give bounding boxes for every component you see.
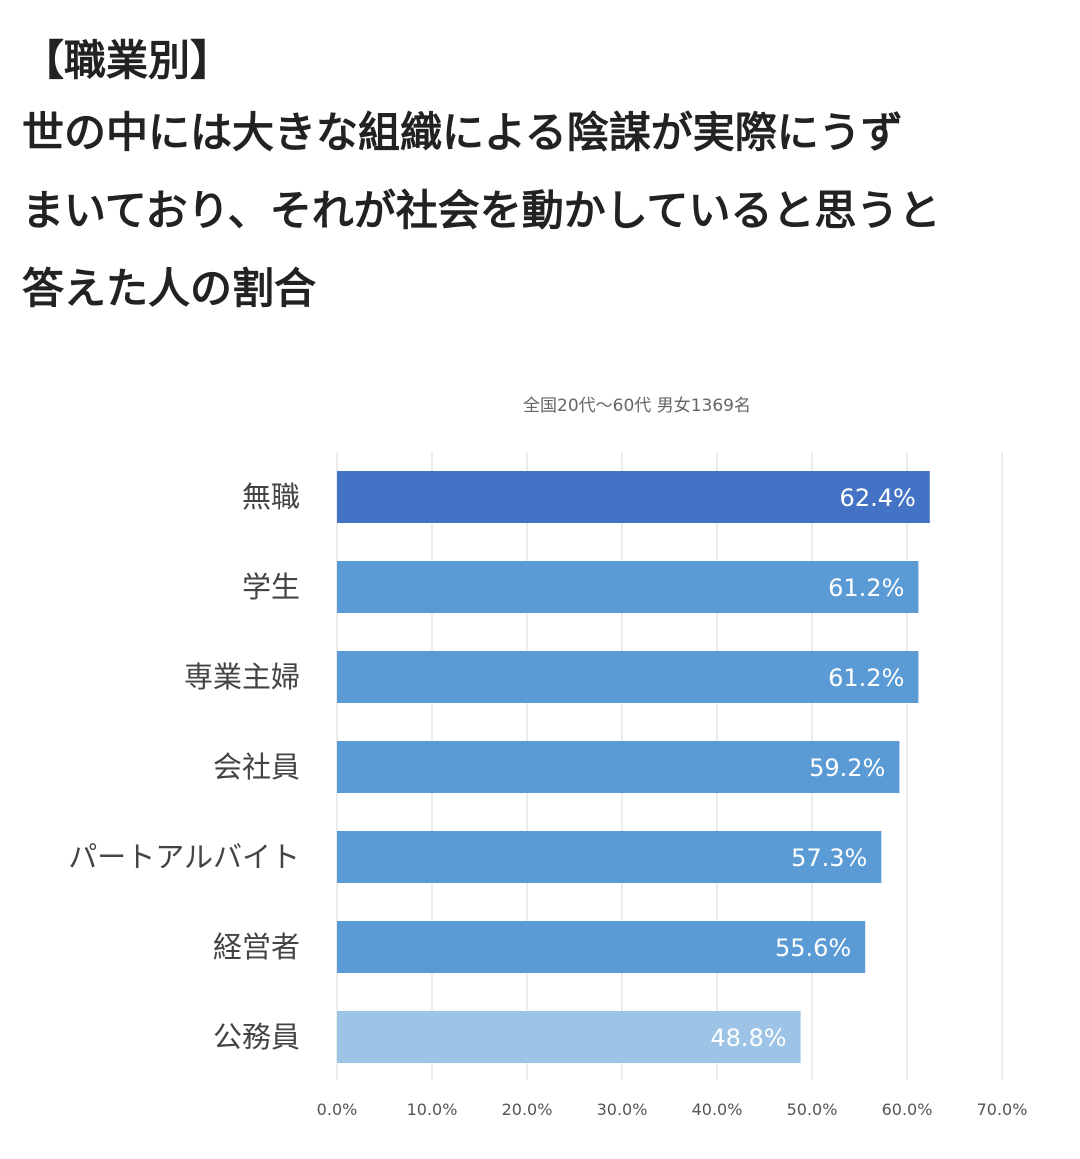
data-label: 62.4% — [840, 484, 916, 512]
bar — [337, 1011, 801, 1063]
bar — [337, 561, 919, 613]
x-tick-label: 60.0% — [882, 1100, 933, 1119]
category-label: 経営者 — [213, 930, 300, 964]
x-tick-label: 30.0% — [597, 1100, 648, 1119]
bar — [337, 471, 930, 523]
x-tick-label: 50.0% — [787, 1100, 838, 1119]
x-axis-ticks: 0.0% 10.0% 20.0% 30.0% 40.0% 50.0% 60.0% 70.0% — [317, 1100, 1028, 1119]
title-line-2: 世の中には大きな組織による陰謀が実際にうず — [22, 108, 903, 157]
x-tick-label: 0.0% — [317, 1100, 358, 1119]
bar — [337, 741, 900, 793]
x-tick-label: 20.0% — [502, 1100, 553, 1119]
data-label: 61.2% — [828, 664, 904, 692]
category-label: パートアルバイト — [68, 840, 300, 874]
bar — [337, 831, 882, 883]
category-label: 公務員 — [213, 1020, 300, 1054]
chart-title: 【職業別】 世の中には大きな組織による陰謀が実際にうず まいており、それが社会を… — [22, 28, 1062, 328]
data-label: 48.8% — [710, 1024, 786, 1052]
bar — [337, 921, 866, 973]
title-line-3: まいており、それが社会を動かしていると思うと — [22, 186, 941, 235]
category-label: 無職 — [242, 480, 300, 514]
data-label: 57.3% — [791, 844, 867, 872]
value-labels: 62.4% 61.2% 61.2% 59.2% 57.3% 55.6% 48.8% — [710, 484, 915, 1052]
x-tick-label: 40.0% — [692, 1100, 743, 1119]
data-label: 59.2% — [809, 754, 885, 782]
x-tick-label: 70.0% — [977, 1100, 1028, 1119]
category-label: 会社員 — [213, 750, 300, 784]
data-label: 55.6% — [775, 934, 851, 962]
x-tick-label: 10.0% — [407, 1100, 458, 1119]
bar — [337, 651, 919, 703]
title-line-4: 答えた人の割合 — [22, 264, 317, 313]
chart-subtitle: 全国20代〜60代 男女1369名 — [523, 396, 751, 416]
data-label: 61.2% — [828, 574, 904, 602]
category-label: 学生 — [242, 570, 300, 604]
title-line-1: 【職業別】 — [22, 36, 233, 85]
category-label: 専業主婦 — [184, 660, 300, 694]
bars — [337, 471, 930, 1063]
